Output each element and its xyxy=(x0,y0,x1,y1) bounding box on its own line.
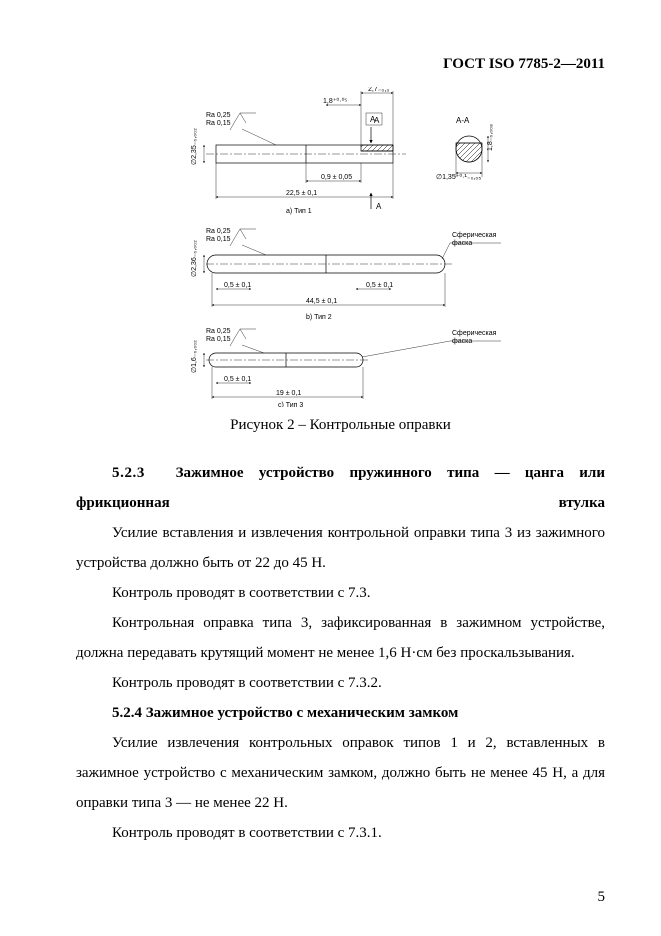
dim-22-5: 22,5 ± 0,1 xyxy=(286,190,317,197)
spherical-label-3: Сферическая xyxy=(452,330,497,337)
body-text: 5.2.3 Зажимное устройство пружинного тип… xyxy=(76,458,605,848)
type1-label: а) Тип 1 xyxy=(286,208,312,215)
svg-text:фаска: фаска xyxy=(452,338,472,345)
dim-44-5: 44,5 ± 0,1 xyxy=(306,298,337,305)
para-1: Усилие вставления и извлечения контрольн… xyxy=(76,518,605,578)
section-mark-a-bot: А xyxy=(376,202,382,211)
svg-text:фаска: фаска xyxy=(452,240,472,247)
dim-0-5-t3: 0,5 ± 0,1 xyxy=(224,376,251,383)
dim-phi-2-36: ∅2,36₋₀,₀₀₂ xyxy=(191,240,198,277)
label-ra015-3: Ra 0,15 xyxy=(206,336,231,343)
figure-2: Ra 0,25 Ra 0,15 2,7₋₀,₃ 1,8⁺⁰·⁰⁵ А А xyxy=(76,87,605,407)
dim-phi-1-35: ∅1,35⁺⁰·¹₋₀,₀₅ xyxy=(436,173,481,181)
figure-caption: Рисунок 2 – Контрольные оправки xyxy=(76,417,605,434)
dim-phi-1-6: ∅1,6₋₀,₀₀₂ xyxy=(191,340,198,373)
section-5-2-4-heading: 5.2.4 Зажимное устройство с механическим… xyxy=(76,698,605,728)
page-number: 5 xyxy=(598,889,606,906)
label-ra015-2: Ra 0,15 xyxy=(206,236,231,243)
section-aa-label: A-A xyxy=(456,116,470,125)
dim-19: 19 ± 0,1 xyxy=(276,390,301,397)
para-5: Усилие извлечения контрольных оправок ти… xyxy=(76,728,605,818)
dim-0-5-l: 0,5 ± 0,1 xyxy=(224,282,251,289)
dim-2-7: 2,7₋₀,₃ xyxy=(368,87,389,93)
mandrel-diagram: Ra 0,25 Ra 0,15 2,7₋₀,₃ 1,8⁺⁰·⁰⁵ А А xyxy=(156,87,526,407)
type3-label: с) Тип 3 xyxy=(278,402,303,407)
dim-0-9: 0,9 ± 0,05 xyxy=(321,174,352,181)
label-ra025-1: Ra 0,25 xyxy=(206,112,231,119)
dim-0-5-r: 0,5 ± 0,1 xyxy=(366,282,393,289)
spherical-label-2: Сферическая xyxy=(452,232,497,239)
label-ra025-2: Ra 0,25 xyxy=(206,228,231,235)
section-5-2-3-heading: 5.2.3 Зажимное устройство пружинного тип… xyxy=(76,458,605,518)
label-ra025-3: Ra 0,25 xyxy=(206,328,231,335)
dim-1-8: 1,8⁺⁰·⁰⁵ xyxy=(323,97,347,105)
label-ra015-1: Ra 0,15 xyxy=(206,120,231,127)
dim-phi-2-35: ∅2,35₋₀,₀₀₂ xyxy=(191,128,198,165)
para-2: Контроль проводят в соответствии с 7.3. xyxy=(76,578,605,608)
para-4: Контроль проводят в соответствии с 7.3.2… xyxy=(76,668,605,698)
page: ГОСТ ISO 7785-2—2011 Ra 0,25 Ra 0,15 2,7… xyxy=(0,0,661,936)
type2-label: b) Тип 2 xyxy=(306,314,332,321)
sec-a-box: А xyxy=(370,115,376,124)
para-3: Контрольная оправка типа 3, зафиксирован… xyxy=(76,608,605,668)
para-6: Контроль проводят в соответствии с 7.3.1… xyxy=(76,818,605,848)
doc-header: ГОСТ ISO 7785-2—2011 xyxy=(76,56,605,73)
